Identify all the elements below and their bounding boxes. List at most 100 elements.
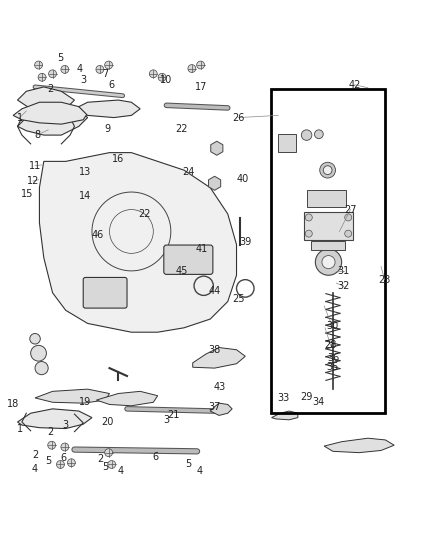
Bar — [304, 212, 353, 240]
Text: 1: 1 — [17, 424, 23, 433]
Text: 6: 6 — [109, 80, 115, 90]
Text: 16: 16 — [112, 154, 124, 164]
Text: 3: 3 — [63, 420, 69, 430]
Circle shape — [30, 334, 40, 344]
Text: 22: 22 — [176, 124, 188, 134]
Text: 24: 24 — [182, 167, 194, 177]
Circle shape — [67, 459, 75, 467]
Text: 11: 11 — [29, 161, 41, 171]
Text: 14: 14 — [79, 191, 92, 201]
Polygon shape — [13, 102, 88, 124]
Text: 38: 38 — [208, 345, 221, 355]
Circle shape — [149, 70, 157, 78]
Text: 1: 1 — [17, 112, 23, 123]
Circle shape — [322, 255, 335, 269]
Bar — [307, 190, 346, 207]
Text: 30: 30 — [326, 321, 338, 330]
Circle shape — [320, 162, 336, 178]
Text: 42: 42 — [349, 80, 361, 90]
Circle shape — [345, 214, 352, 221]
Circle shape — [158, 74, 166, 81]
Text: 22: 22 — [138, 209, 151, 219]
Text: 40: 40 — [237, 174, 249, 184]
Circle shape — [108, 461, 116, 469]
Text: 5: 5 — [102, 462, 108, 472]
Polygon shape — [18, 409, 92, 429]
Text: 2: 2 — [32, 450, 38, 460]
Circle shape — [48, 441, 56, 449]
Polygon shape — [39, 152, 237, 332]
FancyBboxPatch shape — [164, 245, 213, 274]
Text: 46: 46 — [91, 230, 103, 240]
Polygon shape — [193, 348, 245, 368]
Text: 5: 5 — [57, 53, 64, 63]
Polygon shape — [272, 411, 298, 420]
Text: 36: 36 — [328, 353, 340, 364]
Text: 18: 18 — [7, 399, 19, 409]
Polygon shape — [210, 403, 232, 415]
Text: 13: 13 — [79, 167, 92, 177]
Text: 21: 21 — [167, 410, 179, 421]
Text: 37: 37 — [208, 402, 221, 411]
Text: 23: 23 — [378, 274, 391, 285]
Text: 43: 43 — [214, 382, 226, 392]
Text: 15: 15 — [21, 189, 33, 199]
Text: 7: 7 — [102, 69, 108, 79]
Text: 9: 9 — [104, 124, 110, 134]
Circle shape — [57, 461, 64, 469]
FancyBboxPatch shape — [83, 278, 127, 308]
Circle shape — [345, 230, 352, 237]
Text: 2: 2 — [47, 84, 53, 94]
Polygon shape — [324, 438, 394, 453]
Text: 41: 41 — [195, 244, 208, 254]
Text: 32: 32 — [338, 281, 350, 291]
Text: 4: 4 — [117, 466, 124, 477]
Text: 35: 35 — [327, 362, 339, 372]
Text: 25: 25 — [233, 294, 245, 304]
Text: 19: 19 — [79, 397, 92, 407]
Polygon shape — [208, 176, 221, 190]
Text: 44: 44 — [208, 286, 221, 296]
Circle shape — [105, 61, 113, 69]
Text: 6: 6 — [60, 454, 67, 463]
Circle shape — [35, 361, 48, 375]
Text: 3: 3 — [163, 415, 170, 425]
Circle shape — [96, 66, 104, 74]
Circle shape — [38, 74, 46, 81]
Text: 34: 34 — [313, 397, 325, 407]
Circle shape — [305, 214, 312, 221]
Text: 3: 3 — [80, 75, 86, 85]
Circle shape — [49, 70, 57, 78]
Polygon shape — [211, 141, 223, 155]
Text: 28: 28 — [325, 341, 337, 350]
Circle shape — [61, 66, 69, 74]
Polygon shape — [18, 104, 88, 135]
Circle shape — [305, 230, 312, 237]
Circle shape — [315, 249, 342, 275]
Circle shape — [105, 449, 113, 457]
Text: 8: 8 — [34, 130, 40, 140]
Polygon shape — [18, 87, 74, 113]
Text: 31: 31 — [338, 266, 350, 276]
Text: 2: 2 — [47, 427, 53, 437]
Text: 5: 5 — [185, 459, 191, 470]
Bar — [278, 134, 296, 152]
Circle shape — [35, 61, 42, 69]
Bar — [311, 241, 345, 250]
Text: 20: 20 — [101, 417, 113, 427]
Text: 29: 29 — [300, 392, 313, 402]
Text: 45: 45 — [176, 266, 188, 276]
Text: 10: 10 — [160, 75, 173, 85]
Text: 27: 27 — [344, 205, 357, 215]
Polygon shape — [79, 100, 140, 118]
Circle shape — [31, 345, 46, 361]
Text: 4: 4 — [32, 464, 38, 474]
Text: 2: 2 — [98, 454, 104, 464]
Text: 33: 33 — [278, 393, 290, 403]
Polygon shape — [35, 389, 110, 403]
Circle shape — [314, 130, 323, 139]
Text: 5: 5 — [45, 456, 51, 466]
Circle shape — [188, 64, 196, 72]
Text: 6: 6 — [152, 452, 159, 462]
Text: 4: 4 — [196, 466, 202, 477]
